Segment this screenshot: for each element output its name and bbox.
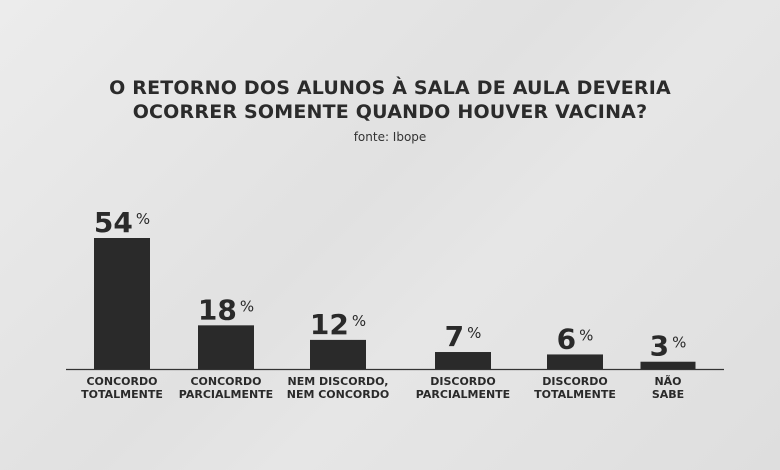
category-label: CONCORDO PARCIALMENTE — [179, 375, 273, 401]
bar — [640, 361, 696, 369]
chart-title: O RETORNO DOS ALUNOS À SALA DE AULA DEVE… — [0, 76, 780, 124]
category-label: DISCORDO PARCIALMENTE — [416, 375, 510, 401]
category-label: CONCORDO TOTALMENTE — [81, 375, 163, 401]
bar — [547, 354, 603, 369]
chart-title-line-1: O RETORNO DOS ALUNOS À SALA DE AULA DEVE… — [109, 77, 671, 99]
bar — [198, 325, 254, 369]
category-label: NÃO SABE — [652, 375, 684, 401]
category-label: DISCORDO TOTALMENTE — [534, 375, 616, 401]
bar-value-label: 6% — [557, 322, 594, 355]
bar — [435, 352, 491, 369]
chart-title-line-2: OCORRER SOMENTE QUANDO HOUVER VACINA? — [132, 101, 648, 123]
bar-value-label: 7% — [445, 320, 482, 353]
chart-source: fonte: Ibope — [353, 130, 427, 144]
bar-value-label: 18% — [198, 293, 254, 326]
category-label: NEM DISCORDO, NEM CONCORDO — [287, 375, 390, 401]
bar — [94, 238, 150, 369]
bar-value-label: 54% — [94, 206, 150, 239]
bar-value-label: 3% — [650, 330, 687, 363]
bar — [310, 339, 366, 369]
bar-value-label: 12% — [310, 308, 366, 341]
